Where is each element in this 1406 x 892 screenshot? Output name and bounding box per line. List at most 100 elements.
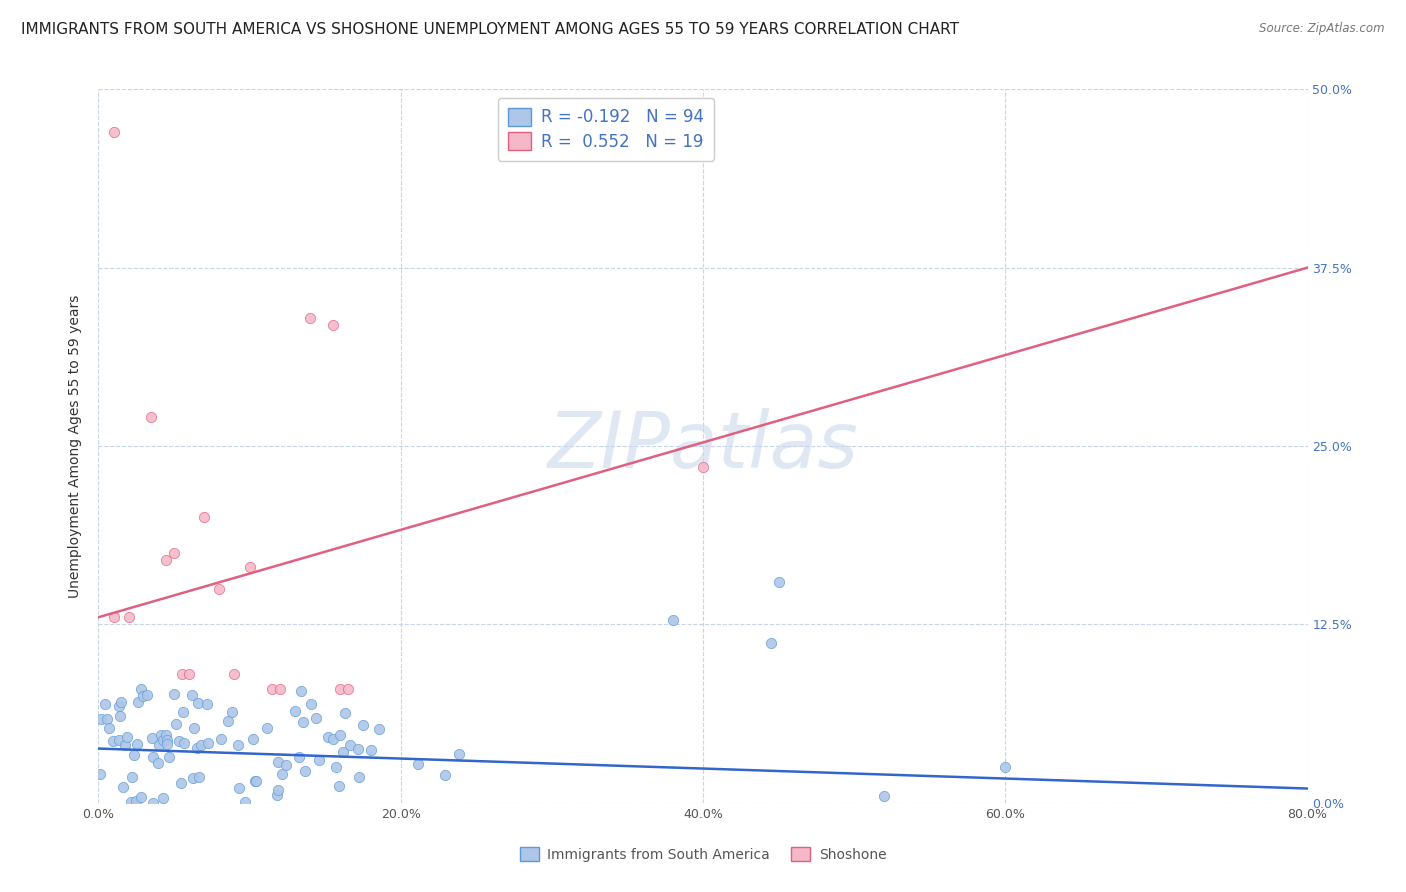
Point <box>352 718 374 732</box>
Point <box>288 750 311 764</box>
Point <box>243 774 266 789</box>
Point <box>142 749 165 764</box>
Point <box>150 728 173 742</box>
Point <box>90 712 112 726</box>
Point <box>193 510 215 524</box>
Point <box>299 310 322 325</box>
Point <box>328 779 350 793</box>
Point <box>239 560 262 574</box>
Point <box>125 737 148 751</box>
Point <box>333 706 356 721</box>
Point <box>118 610 141 624</box>
Point <box>188 771 211 785</box>
Point <box>226 738 249 752</box>
Text: IMMIGRANTS FROM SOUTH AMERICA VS SHOSHONE UNEMPLOYMENT AMONG AGES 55 TO 59 YEARS: IMMIGRANTS FROM SOUTH AMERICA VS SHOSHON… <box>21 22 959 37</box>
Y-axis label: Unemployment Among Ages 55 to 59 years: Unemployment Among Ages 55 to 59 years <box>69 294 83 598</box>
Point <box>347 742 370 756</box>
Point <box>256 722 278 736</box>
Point <box>267 782 290 797</box>
Point <box>447 747 470 762</box>
Point <box>97 721 120 735</box>
Point <box>127 695 149 709</box>
Point <box>114 739 136 753</box>
Point <box>152 790 174 805</box>
Point <box>332 745 354 759</box>
Point <box>165 717 187 731</box>
Point <box>132 689 155 703</box>
Point <box>336 681 359 696</box>
Point <box>221 705 243 719</box>
Point <box>408 756 430 771</box>
Point <box>122 748 145 763</box>
Point <box>155 728 177 742</box>
Point <box>290 684 312 698</box>
Point <box>152 733 174 747</box>
Point <box>170 776 193 790</box>
Point <box>768 574 790 589</box>
Point <box>125 794 148 808</box>
Point <box>291 714 314 729</box>
Point <box>661 613 683 627</box>
Point <box>692 460 714 475</box>
Point <box>115 730 138 744</box>
Point <box>96 712 118 726</box>
Point <box>129 681 152 696</box>
Point <box>187 696 209 710</box>
Legend: Immigrants from South America, Shoshone: Immigrants from South America, Shoshone <box>515 841 891 867</box>
Point <box>329 681 352 696</box>
Point <box>141 410 163 425</box>
Point <box>103 610 125 624</box>
Point <box>360 743 382 757</box>
Point <box>163 546 186 560</box>
Point <box>121 770 143 784</box>
Point <box>316 731 339 745</box>
Point <box>146 756 169 771</box>
Point <box>101 733 124 747</box>
Point <box>270 767 292 781</box>
Point <box>110 695 132 709</box>
Point <box>267 756 290 770</box>
Point <box>299 697 322 711</box>
Point <box>235 795 257 809</box>
Point <box>242 731 264 746</box>
Point <box>94 697 117 711</box>
Point <box>157 750 180 764</box>
Point <box>163 687 186 701</box>
Point <box>228 780 250 795</box>
Point <box>181 771 204 785</box>
Point <box>142 796 165 810</box>
Point <box>305 711 328 725</box>
Text: Source: ZipAtlas.com: Source: ZipAtlas.com <box>1260 22 1385 36</box>
Point <box>136 688 159 702</box>
Point <box>190 739 212 753</box>
Point <box>266 789 288 803</box>
Point <box>284 704 307 718</box>
Point <box>108 708 131 723</box>
Point <box>111 780 134 795</box>
Point <box>89 766 111 780</box>
Point <box>367 723 389 737</box>
Point <box>208 582 231 596</box>
Point <box>217 714 239 729</box>
Point <box>325 760 347 774</box>
Point <box>108 699 131 714</box>
Point <box>155 553 177 567</box>
Point <box>322 318 344 332</box>
Point <box>433 768 456 782</box>
Point <box>181 689 204 703</box>
Point <box>103 125 125 139</box>
Point <box>329 728 352 742</box>
Point <box>322 731 344 746</box>
Point <box>148 738 170 752</box>
Point <box>294 764 316 779</box>
Point <box>170 667 193 681</box>
Point <box>209 731 232 746</box>
Point <box>108 732 131 747</box>
Point <box>183 721 205 735</box>
Point <box>347 770 370 784</box>
Point <box>167 734 190 748</box>
Point <box>179 667 201 681</box>
Point <box>269 681 291 696</box>
Point <box>156 732 179 747</box>
Point <box>262 681 284 696</box>
